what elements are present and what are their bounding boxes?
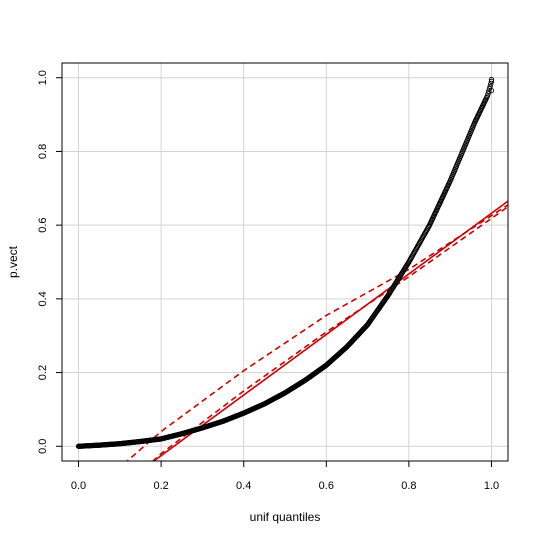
x-tick-label: 0.6 bbox=[319, 480, 334, 492]
reference-line bbox=[152, 200, 508, 461]
x-tick-label: 0.0 bbox=[71, 480, 86, 492]
confidence-band-line bbox=[151, 206, 508, 461]
x-tick-label: 0.4 bbox=[236, 480, 251, 492]
data-point bbox=[488, 76, 495, 83]
y-tick-label: 0.0 bbox=[37, 439, 49, 454]
data-point bbox=[485, 91, 491, 97]
y-tick-label: 1.0 bbox=[37, 70, 49, 85]
x-tick-label: 0.8 bbox=[401, 480, 416, 492]
data-points bbox=[75, 76, 495, 449]
y-tick-label: 0.4 bbox=[37, 291, 49, 306]
y-tick-label: 0.2 bbox=[37, 365, 49, 380]
confidence-band-line bbox=[126, 204, 508, 461]
reference-lines bbox=[126, 200, 508, 461]
x-tick-label: 1.0 bbox=[484, 480, 499, 492]
data-point bbox=[488, 78, 495, 85]
y-axis-label: p.vect bbox=[6, 245, 20, 278]
y-tick-label: 0.6 bbox=[37, 217, 49, 232]
axes: 0.0 0.2 0.4 0.6 0.8 1.0 0.0 0.2 0.4 0.6 0.8 1.0 bbox=[37, 70, 499, 492]
x-tick-label: 0.2 bbox=[153, 480, 168, 492]
data-point bbox=[488, 87, 495, 94]
grid bbox=[62, 63, 508, 461]
plot-frame bbox=[61, 62, 509, 462]
x-axis-label: unif quantiles bbox=[250, 510, 321, 524]
data-point bbox=[486, 88, 492, 94]
y-tick-label: 0.8 bbox=[37, 144, 49, 159]
data-point bbox=[484, 93, 490, 99]
